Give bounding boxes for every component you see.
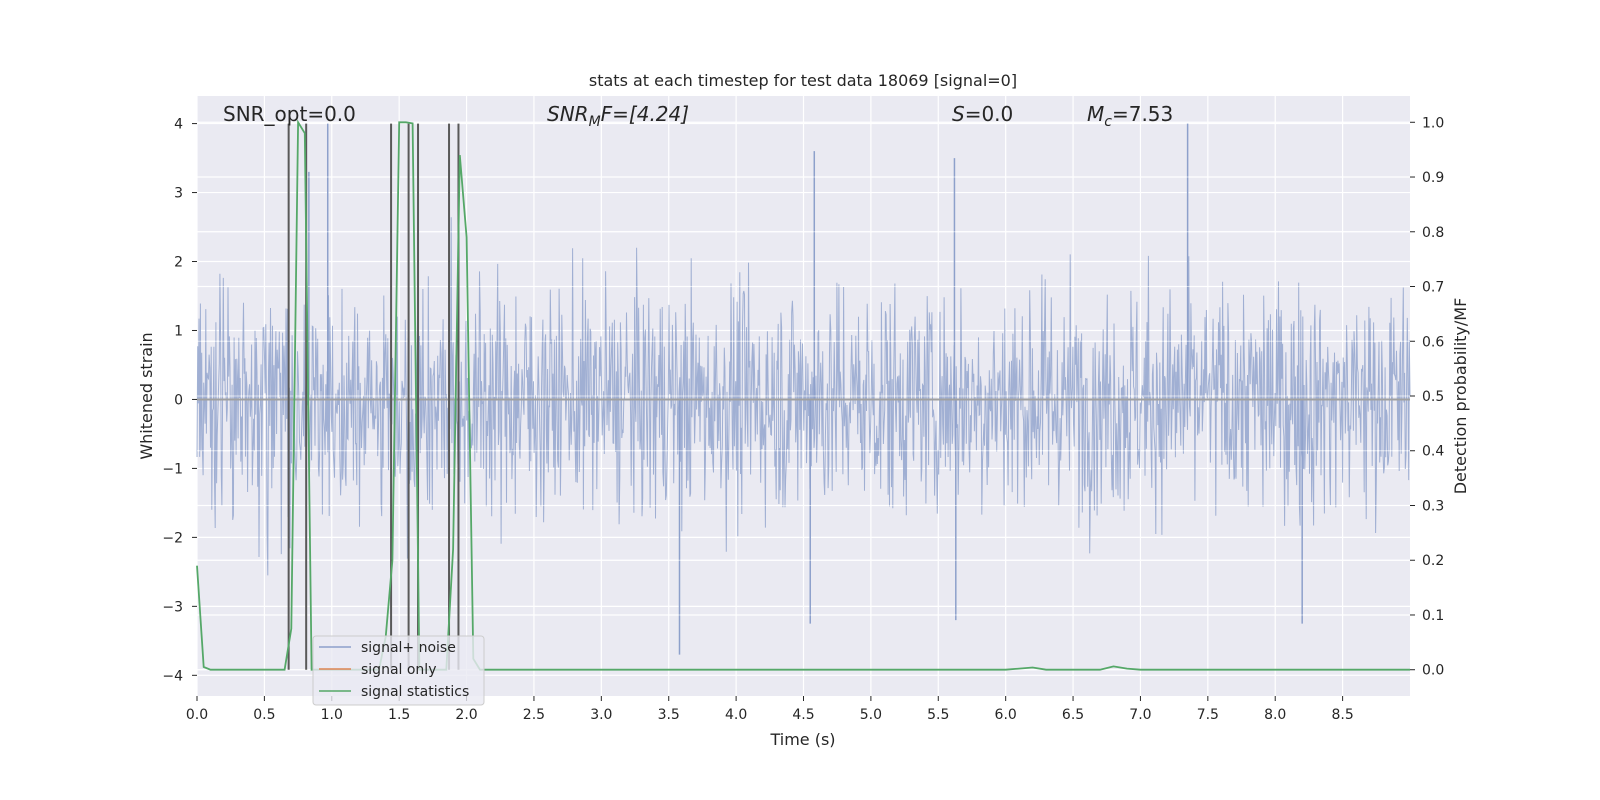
y-right-tick-label: 0.6 <box>1422 334 1444 350</box>
y-right-tick-label: 0.9 <box>1422 170 1444 186</box>
y-tick-label: 1 <box>174 323 183 339</box>
y-tick-label: −4 <box>162 668 183 684</box>
x-tick-label: 3.0 <box>590 707 612 723</box>
y-axis-right-ticks: 0.0 0.1 0.2 0.3 0.4 0.5 0.6 0.7 0.8 0.9 1.0 <box>1410 115 1444 679</box>
y-right-tick-label: 0.1 <box>1422 608 1444 624</box>
y-axis-label: Whitened strain <box>137 332 156 459</box>
annotation-snr-mf-sub: M <box>589 114 601 130</box>
x-tick-label: 8.5 <box>1331 707 1353 723</box>
x-tick-label: 5.0 <box>860 707 882 723</box>
x-axis-ticks: 0.0 0.5 1.0 1.5 2.0 2.5 3.0 3.5 4.0 4.5 5.0 5.5 6.0 6… <box>186 696 1354 723</box>
legend-box <box>312 635 485 706</box>
annotation-s: S=0.0 <box>952 102 1013 126</box>
annotation-s-rest: =0.0 <box>965 102 1014 126</box>
x-tick-label: 4.0 <box>725 707 747 723</box>
x-tick-label: 7.5 <box>1197 707 1219 723</box>
annotation-mc-sub: c <box>1104 114 1112 130</box>
chart-title: stats at each timestep for test data 180… <box>589 71 1017 90</box>
y-right-tick-label: 1.0 <box>1422 115 1444 131</box>
y-right-tick-label: 0.3 <box>1422 498 1444 514</box>
y-right-tick-label: 0.5 <box>1422 389 1444 405</box>
legend-label-signal-only: signal only <box>361 662 436 678</box>
annotation-mc-rest: =7.53 <box>1112 102 1173 126</box>
annotation-s-main: S <box>952 102 965 126</box>
y-tick-label: −2 <box>162 530 183 546</box>
x-tick-label: 0.0 <box>186 707 208 723</box>
x-tick-label: 8.0 <box>1264 707 1286 723</box>
y-tick-label: 3 <box>174 186 183 202</box>
y-right-tick-label: 0.7 <box>1422 280 1444 296</box>
x-tick-label: 3.5 <box>658 707 680 723</box>
y-tick-label: 0 <box>174 392 183 408</box>
signal-statistics-line <box>196 119 1410 671</box>
legend-label-signal-statistics: signal statistics <box>361 684 469 700</box>
y-tick-label: 4 <box>174 117 183 133</box>
x-tick-label: 6.0 <box>995 707 1017 723</box>
annotation-snr-mf: SNRMF=[4.24] <box>547 102 689 130</box>
y-right-tick-label: 0.2 <box>1422 553 1444 569</box>
y-axis-ticks: −4 −3 −2 −1 0 1 2 3 4 <box>162 117 197 684</box>
y-tick-label: −3 <box>162 599 183 615</box>
annotation-snr-mf-main: SNR <box>547 102 589 126</box>
legend: signal+ noise signal only signal statist… <box>312 635 485 706</box>
x-tick-label: 7.0 <box>1129 707 1151 723</box>
x-tick-label: 2.5 <box>523 707 545 723</box>
y-axis-right-label: Detection probability/MF <box>1451 298 1470 495</box>
x-tick-label: 5.5 <box>927 707 949 723</box>
y-right-tick-label: 0.8 <box>1422 225 1444 241</box>
y-tick-label: 2 <box>174 255 183 271</box>
series-signal-statistics <box>196 119 1410 671</box>
annotation-mc-main: M <box>1087 102 1104 126</box>
x-tick-label: 1.5 <box>388 707 410 723</box>
x-tick-label: 2.0 <box>455 707 477 723</box>
x-axis-label: Time (s) <box>769 730 835 749</box>
x-tick-label: 4.5 <box>792 707 814 723</box>
x-tick-label: 0.5 <box>253 707 275 723</box>
y-tick-label: −1 <box>162 461 183 477</box>
y-right-tick-label: 0.4 <box>1422 444 1444 460</box>
legend-label-signal-noise: signal+ noise <box>361 640 456 656</box>
annotation-mc: Mc=7.53 <box>1087 102 1173 130</box>
x-tick-label: 6.5 <box>1062 707 1084 723</box>
annotation-snr-mf-rest: F=[4.24] <box>601 102 689 126</box>
x-tick-label: 1.0 <box>321 707 343 723</box>
y-right-tick-label: 0.0 <box>1422 663 1444 679</box>
annotation-snr-opt: SNR_opt=0.0 <box>223 102 356 126</box>
